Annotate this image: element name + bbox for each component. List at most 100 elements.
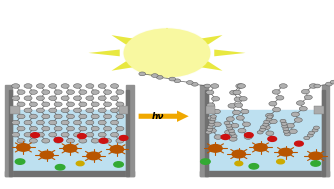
Circle shape — [42, 139, 50, 143]
Circle shape — [263, 123, 269, 126]
Circle shape — [232, 150, 245, 158]
Bar — [206, 105, 215, 114]
Polygon shape — [193, 61, 222, 71]
Circle shape — [244, 135, 252, 139]
Circle shape — [76, 161, 84, 166]
Circle shape — [66, 139, 74, 143]
Circle shape — [232, 110, 240, 115]
Circle shape — [66, 114, 74, 119]
Circle shape — [244, 133, 253, 138]
Circle shape — [156, 75, 163, 79]
Bar — [9, 90, 12, 176]
Circle shape — [139, 72, 146, 76]
Polygon shape — [156, 68, 178, 78]
Polygon shape — [193, 35, 222, 45]
Circle shape — [294, 118, 302, 122]
Circle shape — [304, 136, 310, 140]
Circle shape — [309, 131, 315, 135]
Circle shape — [266, 131, 274, 136]
Circle shape — [49, 108, 57, 113]
Circle shape — [289, 129, 297, 134]
Circle shape — [73, 96, 81, 100]
Circle shape — [133, 33, 201, 72]
Polygon shape — [214, 50, 245, 56]
Circle shape — [254, 144, 267, 151]
Circle shape — [29, 102, 37, 107]
Circle shape — [260, 128, 266, 131]
Circle shape — [49, 84, 57, 88]
Circle shape — [12, 132, 20, 137]
Circle shape — [29, 126, 37, 131]
Circle shape — [149, 43, 185, 63]
Circle shape — [54, 90, 62, 94]
Bar — [314, 105, 324, 114]
Circle shape — [231, 123, 239, 128]
Circle shape — [205, 131, 211, 134]
Circle shape — [15, 159, 25, 164]
Circle shape — [66, 126, 74, 131]
Circle shape — [87, 152, 100, 160]
Circle shape — [249, 164, 259, 169]
Circle shape — [285, 132, 291, 136]
Circle shape — [110, 146, 124, 153]
Circle shape — [261, 125, 267, 129]
Circle shape — [66, 90, 74, 94]
Circle shape — [311, 161, 320, 166]
Polygon shape — [112, 35, 141, 45]
Circle shape — [151, 74, 158, 77]
Circle shape — [314, 84, 321, 88]
Circle shape — [279, 148, 292, 156]
Circle shape — [104, 139, 112, 143]
Circle shape — [212, 96, 220, 101]
Circle shape — [292, 112, 300, 117]
Circle shape — [299, 106, 307, 111]
Circle shape — [302, 89, 309, 94]
Circle shape — [73, 108, 81, 113]
Circle shape — [242, 122, 250, 127]
Circle shape — [158, 48, 176, 58]
Circle shape — [267, 115, 273, 118]
Circle shape — [257, 131, 263, 134]
Circle shape — [24, 108, 32, 113]
Circle shape — [61, 84, 69, 88]
Circle shape — [104, 126, 112, 131]
Circle shape — [210, 115, 216, 118]
Circle shape — [91, 126, 99, 131]
Circle shape — [54, 126, 62, 131]
Circle shape — [42, 102, 50, 107]
Circle shape — [142, 39, 192, 67]
Circle shape — [49, 132, 57, 137]
Bar — [10, 105, 20, 114]
Circle shape — [309, 152, 322, 160]
Circle shape — [212, 109, 220, 114]
Circle shape — [272, 90, 280, 94]
Circle shape — [151, 44, 183, 62]
Circle shape — [111, 96, 119, 100]
Circle shape — [165, 52, 169, 54]
Bar — [119, 105, 128, 114]
Circle shape — [116, 139, 124, 143]
Circle shape — [226, 117, 234, 121]
Circle shape — [283, 130, 289, 133]
Bar — [200, 171, 329, 176]
Circle shape — [238, 128, 246, 133]
Circle shape — [286, 123, 294, 128]
Circle shape — [226, 126, 232, 130]
Circle shape — [206, 90, 214, 95]
Circle shape — [224, 130, 232, 135]
Bar — [126, 90, 129, 176]
Circle shape — [31, 133, 39, 138]
Bar — [200, 85, 208, 176]
Circle shape — [137, 36, 197, 70]
Circle shape — [330, 80, 334, 84]
Circle shape — [111, 108, 119, 113]
Circle shape — [54, 139, 62, 143]
Circle shape — [61, 108, 69, 113]
Circle shape — [174, 79, 181, 83]
Circle shape — [63, 145, 77, 152]
Circle shape — [99, 138, 108, 143]
Circle shape — [153, 45, 181, 61]
Circle shape — [61, 96, 69, 100]
Circle shape — [116, 102, 124, 107]
Circle shape — [29, 90, 37, 94]
